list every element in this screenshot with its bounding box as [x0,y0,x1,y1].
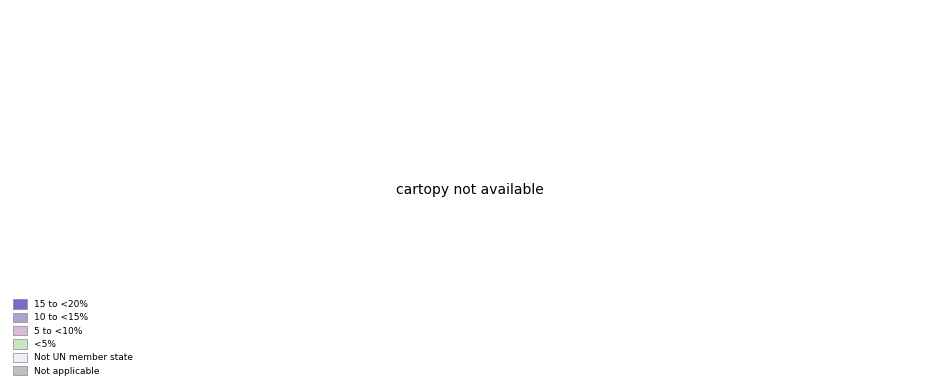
Text: cartopy not available: cartopy not available [396,183,544,197]
Legend: 15 to <20%, 10 to <15%, 5 to <10%, <5%, Not UN member state, Not applicable: 15 to <20%, 10 to <15%, 5 to <10%, <5%, … [10,297,135,378]
